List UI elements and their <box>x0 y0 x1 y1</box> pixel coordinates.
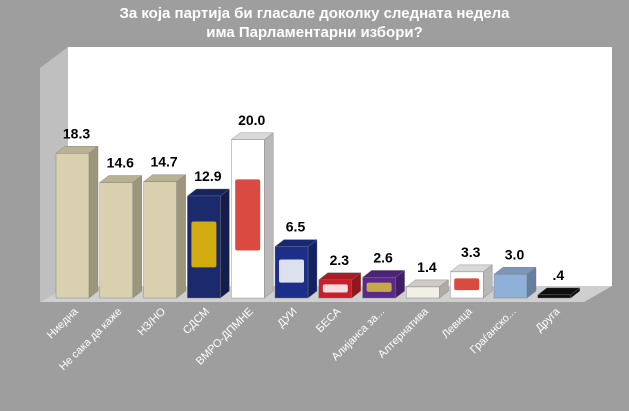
value-label: 20.0 <box>238 112 265 128</box>
bar-front <box>493 274 528 299</box>
bar-logo-accent <box>279 259 304 283</box>
bar <box>230 132 274 299</box>
bar <box>99 175 143 299</box>
bar-side <box>132 175 143 299</box>
category-label: Ниедна <box>45 305 81 341</box>
bar-side <box>176 174 186 299</box>
bar <box>449 264 493 299</box>
category-label: ДУИ <box>275 306 299 330</box>
category-label: БЕСА <box>314 305 344 335</box>
category-label: НЗ/НО <box>136 305 169 338</box>
chart-title-line-1: За која партија би гласале доколку следн… <box>119 5 510 22</box>
bar-front <box>143 181 177 299</box>
bar-logo-accent <box>191 221 217 268</box>
bar-logo-accent <box>366 282 392 292</box>
value-label: 6.5 <box>286 219 306 235</box>
bar <box>537 287 581 299</box>
bar-side <box>220 188 230 299</box>
bar <box>405 279 449 299</box>
value-label: .4 <box>552 267 564 283</box>
bar-side <box>264 132 274 299</box>
value-label: 3.3 <box>461 244 481 260</box>
value-label: 14.7 <box>150 154 177 170</box>
bar-logo-accent <box>322 284 348 293</box>
bar <box>318 272 362 299</box>
value-label: 2.6 <box>373 249 393 265</box>
category-label: СДСМ <box>181 306 212 337</box>
bar-side <box>88 145 99 299</box>
chart-title-line-2: има Парламентарни избори? <box>206 24 423 41</box>
bar <box>143 174 187 299</box>
bar-front <box>99 182 134 299</box>
value-label: 3.0 <box>505 246 525 262</box>
bar-series <box>55 132 581 299</box>
bar-logo-accent <box>235 179 261 251</box>
value-label: 14.6 <box>107 155 134 171</box>
bar <box>55 145 99 299</box>
bar <box>493 266 537 299</box>
value-label: 2.3 <box>330 252 350 268</box>
bar-side <box>307 239 318 299</box>
bar <box>362 270 406 299</box>
bar-logo-accent <box>454 278 480 291</box>
chart-title: За која партија би гласале доколку следн… <box>0 4 629 42</box>
bar-front <box>55 153 90 299</box>
category-label: Левица <box>440 305 476 341</box>
bar <box>274 239 318 299</box>
value-labels: 18.3 14.6 14.7 12.9 20.0 6.5 2.3 2.6 1.4 3.3 3.0 .4 <box>63 112 564 283</box>
value-label: 12.9 <box>194 168 221 184</box>
category-label: Граѓанско... <box>468 306 519 357</box>
value-label: 18.3 <box>63 125 90 141</box>
bar-front <box>537 294 571 299</box>
bar-front <box>406 286 440 299</box>
category-label: Друга <box>534 305 563 334</box>
value-label: 1.4 <box>417 259 437 275</box>
bar <box>186 188 230 299</box>
